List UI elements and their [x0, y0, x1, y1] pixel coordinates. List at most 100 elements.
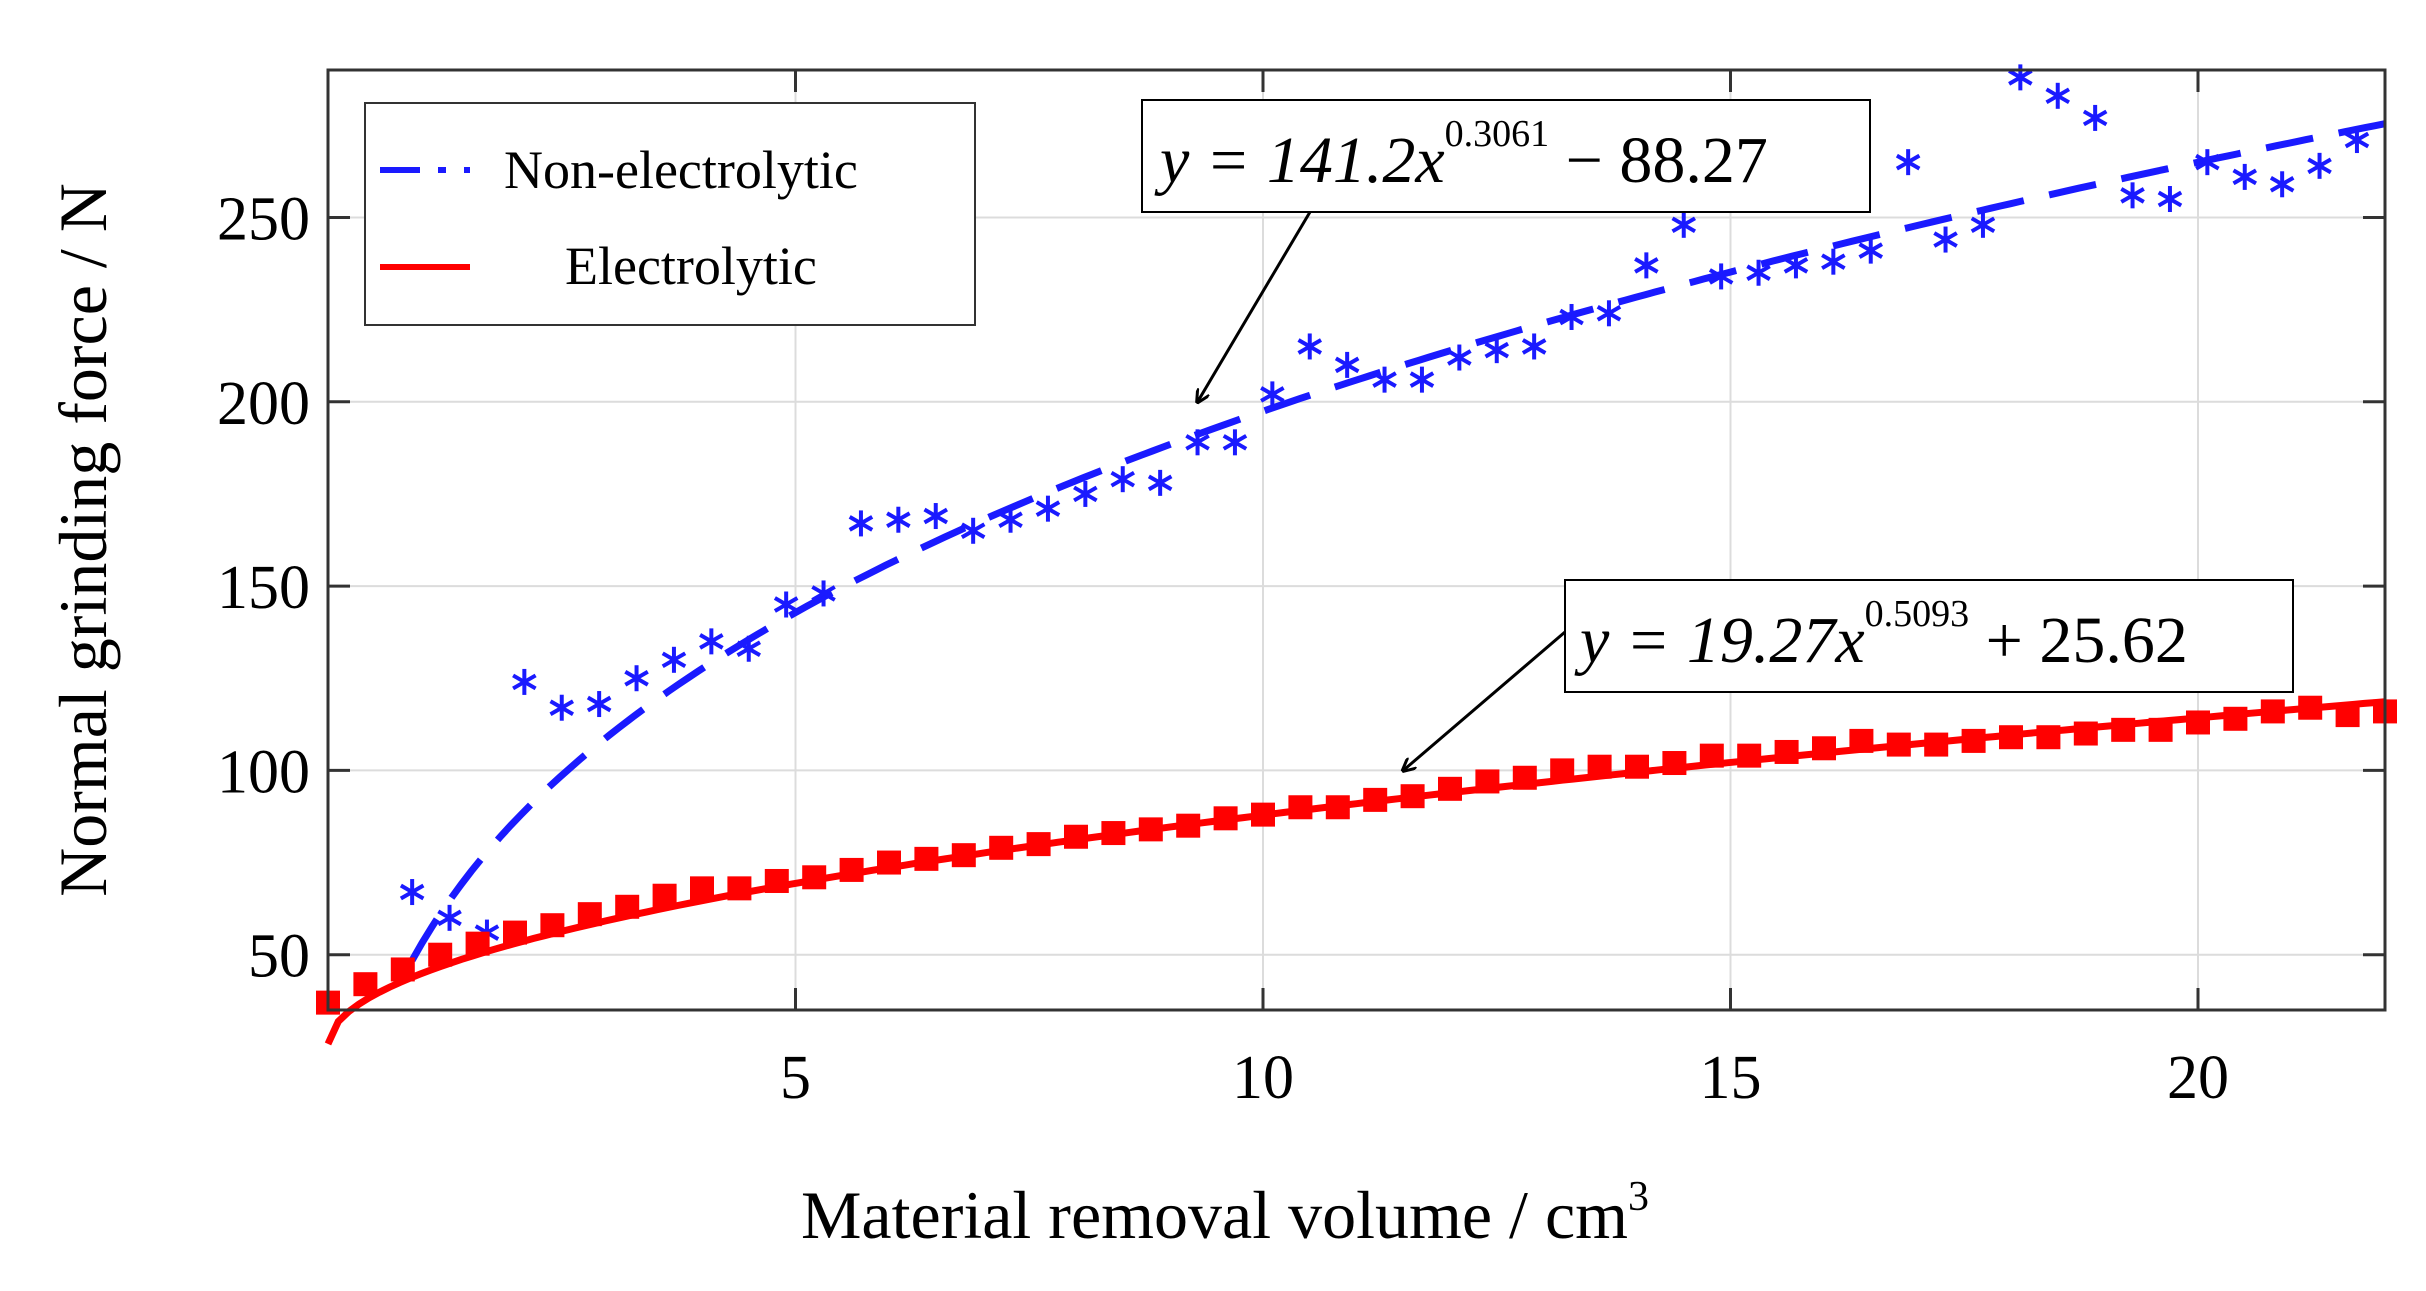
equation-box-non-electrolytic	[1141, 99, 1871, 213]
y-tick-label: 150	[217, 554, 310, 622]
x-tick-label: 15	[1700, 1044, 1762, 1112]
data-point-non-electrolytic	[2269, 171, 2295, 198]
data-point-electrolytic	[1924, 732, 1949, 757]
data-point-electrolytic	[577, 902, 602, 927]
data-point-electrolytic	[428, 942, 453, 967]
x-axis-label-superscript: 3	[1628, 1174, 1649, 1220]
data-point-electrolytic	[1625, 754, 1649, 779]
data-point-non-electrolytic	[1671, 211, 1697, 238]
x-tick-label: 5	[780, 1044, 811, 1112]
x-tick-label: 20	[2167, 1044, 2229, 1112]
data-point-non-electrolytic	[923, 503, 949, 530]
data-point-non-electrolytic	[1821, 248, 1846, 275]
data-point-non-electrolytic	[661, 646, 687, 673]
legend: Non-electrolytic Electrolytic	[364, 102, 976, 326]
data-point-electrolytic	[1699, 743, 1724, 768]
data-point-electrolytic	[1512, 765, 1537, 790]
data-point-electrolytic	[2260, 699, 2285, 724]
x-tick-label: 10	[1232, 1044, 1294, 1112]
data-point-electrolytic	[1737, 743, 1762, 768]
data-point-non-electrolytic	[1783, 252, 1809, 279]
data-point-non-electrolytic	[2120, 182, 2145, 209]
data-point-non-electrolytic	[811, 580, 836, 607]
data-point-electrolytic	[1550, 758, 1575, 783]
data-point-non-electrolytic	[1933, 226, 1958, 253]
data-point-non-electrolytic	[1334, 351, 1360, 378]
data-point-non-electrolytic	[1110, 466, 1136, 493]
data-point-non-electrolytic	[1484, 337, 1510, 364]
y-axis-label: Normal grinding force / N	[45, 183, 121, 897]
data-point-non-electrolytic	[2307, 152, 2332, 179]
data-point-electrolytic	[2111, 717, 2136, 742]
data-point-electrolytic	[1999, 725, 2023, 750]
data-point-non-electrolytic	[1073, 480, 1098, 507]
y-tick-label: 200	[217, 370, 310, 438]
data-point-electrolytic	[615, 894, 640, 919]
data-point-electrolytic	[2148, 717, 2173, 742]
data-point-non-electrolytic	[1970, 211, 1996, 238]
data-point-non-electrolytic	[549, 694, 575, 721]
data-point-electrolytic	[764, 868, 789, 893]
data-point-electrolytic	[1849, 728, 1874, 753]
grid	[328, 70, 2385, 1010]
data-point-non-electrolytic	[1147, 469, 1173, 496]
equation-box-electrolytic	[1564, 579, 2294, 693]
data-point-electrolytic	[1662, 751, 1687, 776]
data-point-electrolytic	[1961, 728, 1986, 753]
data-point-non-electrolytic	[1895, 149, 1921, 176]
data-point-non-electrolytic	[699, 628, 724, 655]
data-point-electrolytic	[2036, 725, 2061, 750]
data-point-non-electrolytic	[1260, 381, 1285, 408]
data-point-non-electrolytic	[1559, 303, 1584, 330]
data-point-non-electrolytic	[1035, 495, 1061, 522]
data-point-non-electrolytic	[1596, 300, 1622, 327]
data-point-electrolytic	[2073, 721, 2098, 746]
data-point-electrolytic	[540, 913, 565, 938]
data-point-electrolytic	[1812, 736, 1836, 761]
legend-label-non-electrolytic: Non-electrolytic	[504, 140, 858, 200]
equation-electrolytic: y = 19.27x0.5093 + 25.62	[1574, 593, 2188, 677]
tick-labels: 5 10 15 20 50 100 150 200 250	[217, 185, 2229, 1112]
data-point-non-electrolytic	[960, 517, 986, 544]
data-point-non-electrolytic	[1297, 333, 1323, 360]
data-point-non-electrolytic	[2344, 127, 2370, 154]
data-point-electrolytic	[989, 835, 1014, 860]
data-point-electrolytic	[1101, 821, 1126, 846]
data-point-non-electrolytic	[437, 904, 462, 931]
data-point-non-electrolytic	[1708, 263, 1734, 290]
data-point-non-electrolytic	[998, 506, 1023, 533]
data-point-non-electrolytic	[2082, 104, 2108, 131]
equation-annotation-non-electrolytic: y = 141.2x0.3061 − 88.27	[1141, 99, 1871, 402]
data-point-electrolytic	[1138, 817, 1163, 842]
data-point-electrolytic	[1587, 754, 1612, 779]
data-point-non-electrolytic	[2045, 82, 2071, 109]
data-point-non-electrolytic	[1372, 366, 1397, 393]
equation-non-electrolytic: y = 141.2x0.3061 − 88.27	[1154, 113, 1768, 197]
fit-line-electrolytic	[324, 698, 2386, 1046]
data-point-non-electrolytic	[773, 591, 799, 618]
x-axis-label: Material removal volume / cm3	[801, 1174, 1649, 1253]
data-points	[316, 64, 2397, 1015]
data-point-electrolytic	[1886, 732, 1911, 757]
data-point-non-electrolytic	[1222, 429, 1248, 456]
data-point-non-electrolytic	[1858, 237, 1884, 264]
data-point-electrolytic	[951, 843, 976, 868]
equation-annotation-electrolytic: y = 19.27x0.5093 + 25.62	[1403, 579, 2294, 770]
data-point-electrolytic	[1064, 824, 1088, 849]
y-tick-label: 100	[217, 738, 310, 806]
data-point-electrolytic	[652, 883, 677, 908]
data-point-electrolytic	[1774, 739, 1799, 764]
data-point-electrolytic	[2298, 695, 2323, 720]
arrow-electrolytic	[1403, 630, 1566, 770]
data-point-non-electrolytic	[2008, 64, 2033, 91]
data-point-electrolytic	[1475, 769, 1500, 794]
data-point-electrolytic	[353, 972, 378, 997]
data-point-electrolytic	[1325, 795, 1350, 820]
data-point-electrolytic	[690, 876, 714, 901]
data-point-electrolytic	[1400, 784, 1425, 809]
data-point-electrolytic	[1026, 832, 1051, 857]
data-point-non-electrolytic	[1185, 429, 1210, 456]
data-point-electrolytic	[2335, 703, 2360, 728]
data-point-non-electrolytic	[1409, 366, 1435, 393]
